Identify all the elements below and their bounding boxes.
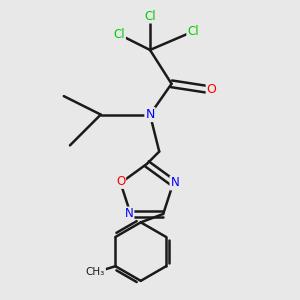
Text: N: N bbox=[170, 176, 179, 190]
Text: N: N bbox=[145, 108, 155, 121]
Text: N: N bbox=[125, 208, 134, 220]
Text: O: O bbox=[116, 175, 125, 188]
Text: Cl: Cl bbox=[113, 28, 125, 41]
Text: CH₃: CH₃ bbox=[86, 267, 105, 278]
Text: O: O bbox=[207, 83, 217, 97]
Text: Cl: Cl bbox=[187, 25, 199, 38]
Text: Cl: Cl bbox=[144, 10, 156, 22]
